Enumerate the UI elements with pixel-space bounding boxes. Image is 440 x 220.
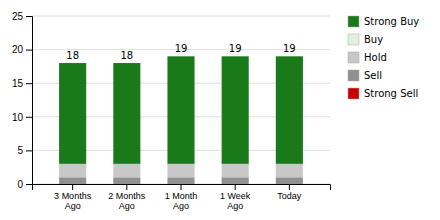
plot: 05101520253 MonthsAgo2 MonthsAgo1 MonthA… — [12, 11, 331, 212]
tick: 15 — [12, 78, 32, 89]
tick-label-line: Ago — [227, 201, 243, 211]
series — [59, 56, 303, 164]
tick-label: 0 — [17, 179, 23, 190]
bar-segment — [276, 56, 303, 164]
tick-label-line: 2 Months — [108, 191, 146, 201]
tick-label: 2 MonthsAgo — [108, 191, 146, 211]
tick: 0 — [17, 179, 32, 190]
tick: 25 — [12, 11, 32, 22]
bar-segment — [276, 177, 303, 184]
tick-label: 20 — [12, 44, 24, 55]
tick-label-line: Ago — [119, 201, 135, 211]
tick-label-line: Ago — [65, 201, 81, 211]
total-label: 18 — [66, 50, 79, 61]
tick-label: 1 MonthAgo — [165, 191, 198, 211]
tick: Today — [277, 184, 302, 201]
tick: 20 — [12, 44, 32, 55]
tick-mark — [26, 150, 32, 151]
bar-segment — [276, 164, 303, 177]
tick-mark — [181, 184, 182, 190]
legend-label: Buy — [364, 34, 383, 45]
grid-line — [32, 16, 330, 17]
grid — [32, 16, 330, 184]
legend-item: Hold — [348, 52, 387, 63]
tick-mark — [289, 184, 290, 190]
tick-mark — [26, 117, 32, 118]
tick-mark — [126, 184, 127, 190]
legend-swatch — [348, 88, 359, 99]
tick-label-line: Today — [277, 191, 302, 201]
tick-mark — [26, 50, 32, 51]
bars — [59, 56, 303, 184]
axis-line — [26, 17, 33, 185]
series — [59, 164, 303, 177]
tick: 2 MonthsAgo — [108, 184, 146, 211]
tick: 10 — [12, 112, 32, 123]
bar-segment — [59, 177, 86, 184]
total-label: 19 — [229, 43, 242, 54]
legend-label: Strong Sell — [364, 88, 418, 99]
legend-item: Sell — [348, 70, 382, 81]
totals: 18 18 19 19 19 — [66, 43, 295, 61]
tick-label: 3 MonthsAgo — [54, 191, 92, 211]
legend-item: Buy — [348, 34, 383, 45]
bar-segment — [167, 164, 194, 177]
tick-label-line: 1 Week — [220, 191, 251, 201]
total-label: 19 — [283, 43, 296, 54]
bar-segment — [59, 63, 86, 164]
tick-label: 5 — [17, 145, 23, 156]
legend: Strong Buy Buy Hold Sell Strong Sell — [348, 16, 419, 99]
bar-segment — [113, 164, 140, 177]
bar-segment — [113, 63, 140, 164]
legend-item: Strong Sell — [348, 88, 418, 99]
legend-swatch — [348, 16, 359, 27]
tick-label: 25 — [12, 11, 24, 22]
legend-label: Strong Buy — [364, 16, 419, 27]
tick: 1 MonthAgo — [165, 184, 198, 211]
tick-label-line: 1 Month — [165, 191, 198, 201]
tick-label-line: Ago — [173, 201, 189, 211]
axis-line — [33, 185, 331, 191]
bar-segment — [113, 177, 140, 184]
tick-label: 15 — [12, 78, 24, 89]
tick: 1 WeekAgo — [220, 184, 251, 211]
tick-mark — [26, 16, 32, 17]
chart: 05101520253 MonthsAgo2 MonthsAgo1 MonthA… — [0, 0, 440, 220]
legend-swatch — [348, 34, 359, 45]
tick-mark — [26, 184, 32, 185]
legend-swatch — [348, 70, 359, 81]
bar-segment — [167, 177, 194, 184]
tick-label: Today — [277, 191, 302, 201]
x-axis: 3 MonthsAgo2 MonthsAgo1 MonthAgo1 WeekAg… — [33, 184, 331, 211]
legend-label: Hold — [364, 52, 387, 63]
legend-label: Sell — [364, 70, 382, 81]
tick-mark — [72, 184, 73, 190]
bar-segment — [222, 177, 249, 184]
tick: 3 MonthsAgo — [54, 184, 92, 211]
tick-mark — [235, 184, 236, 190]
bar-segment — [222, 164, 249, 177]
bar-segment — [222, 56, 249, 164]
tick-mark — [26, 83, 32, 84]
y-axis: 0 5 10 15 20 25 — [12, 11, 33, 190]
tick-label: 1 WeekAgo — [220, 191, 251, 211]
bar-segment — [59, 164, 86, 177]
tick-label-line: 3 Months — [54, 191, 92, 201]
total-label: 19 — [175, 43, 188, 54]
tick-label: 10 — [12, 112, 24, 123]
series — [59, 177, 303, 184]
legend-swatch — [348, 52, 359, 63]
total-label: 18 — [120, 50, 133, 61]
legend-item: Strong Buy — [348, 16, 419, 27]
tick: 5 — [17, 145, 32, 156]
bar-segment — [167, 56, 194, 164]
